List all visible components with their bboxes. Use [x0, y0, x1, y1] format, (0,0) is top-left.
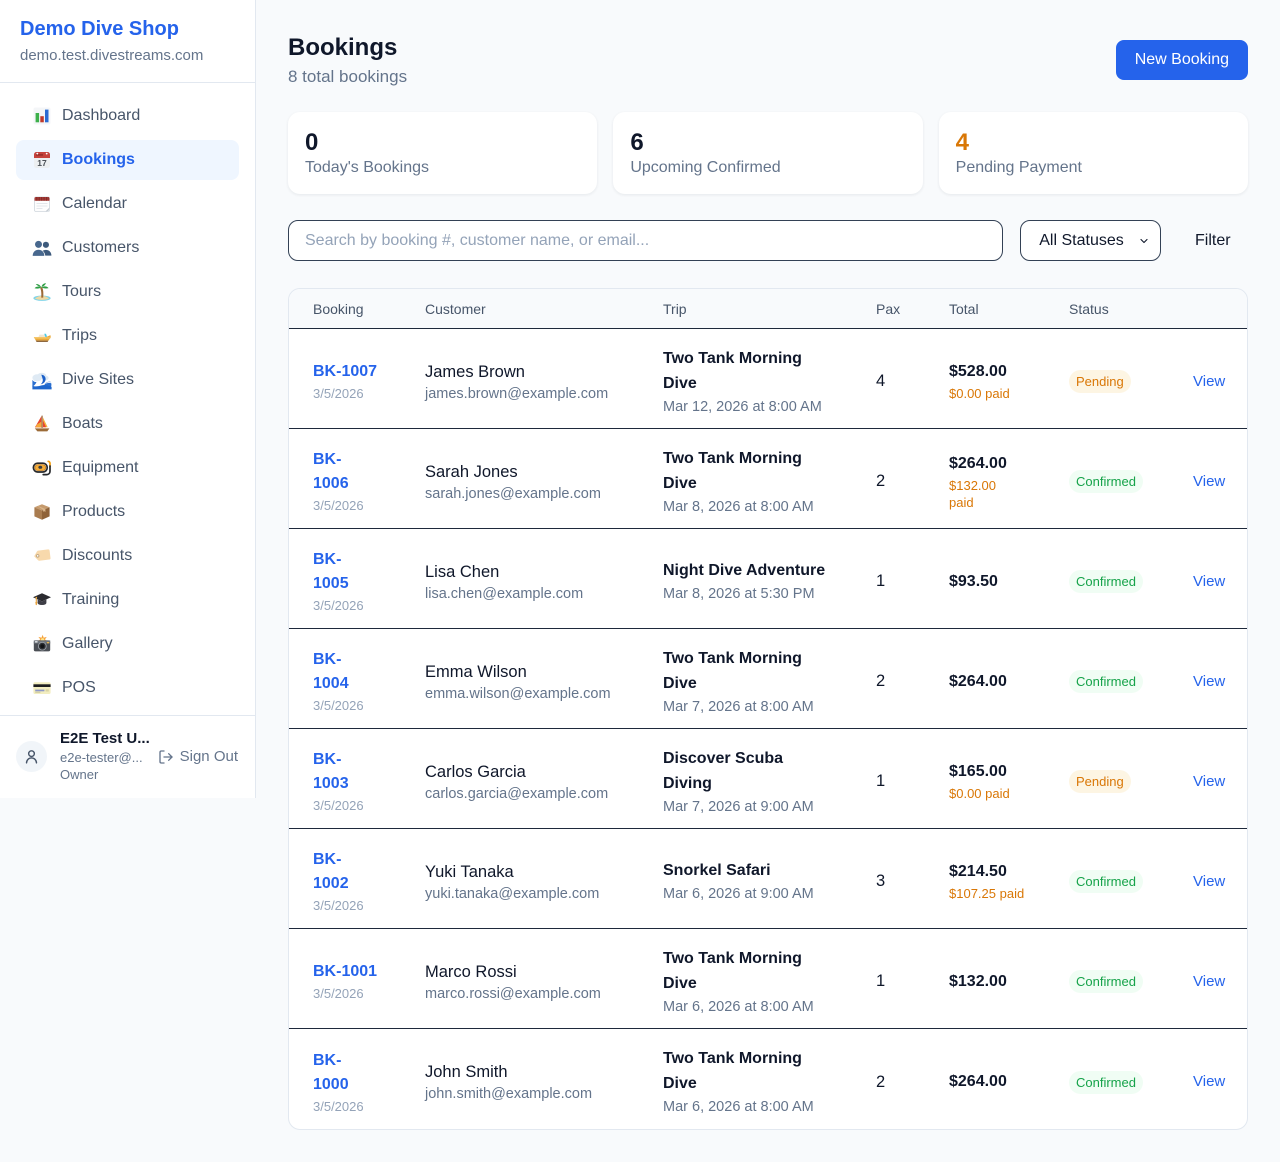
- svg-text:17: 17: [37, 158, 47, 168]
